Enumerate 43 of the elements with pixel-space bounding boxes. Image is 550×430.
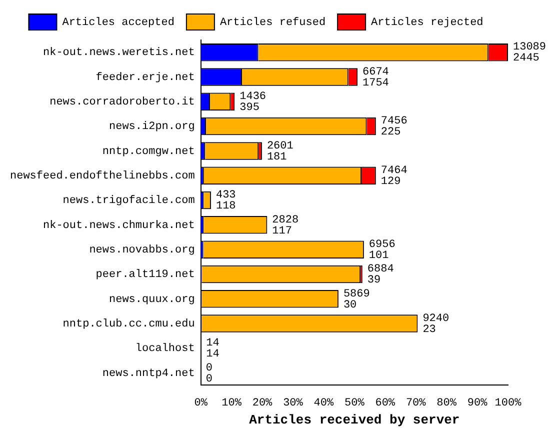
x-tick-label: 80% (436, 398, 457, 410)
annotation: 7456 225 (380, 116, 408, 139)
y-tick-label: news.nntp4.net (102, 368, 195, 380)
x-tick-label: 70% (406, 398, 426, 410)
x-axis-title: Articles received by server (249, 412, 460, 428)
annotation: 6884 39 (367, 264, 394, 287)
y-tick-label: peer.alt119.net (96, 269, 195, 282)
x-tick-label: 60% (375, 398, 396, 410)
y-tick-label: nk-out.news.chmurka.net (43, 220, 195, 232)
annotation: 433 118 (216, 190, 236, 213)
x-tick-label: 0% (194, 398, 208, 410)
y-tick-label: news.quux.org (109, 294, 195, 306)
legend-label: Articles accepted (62, 16, 174, 29)
annotation: 2601 181 (266, 140, 294, 164)
y-tick-label: news.trigofacile.com (62, 195, 196, 208)
x-tick-label: 100% (494, 398, 522, 410)
x-tick-label: 90% (467, 398, 488, 410)
y-tick-label: newsfeed.endofthelinebbs.com (10, 170, 196, 183)
annotation: 0 0 (206, 362, 212, 386)
legend-label: Articles refused (220, 16, 326, 29)
y-tick-label: feeder.erje.net (96, 72, 195, 84)
x-tick-label: 20% (252, 398, 273, 410)
annotation: 1436 395 (240, 91, 266, 114)
y-tick-label: news.corradoroberto.it (50, 96, 195, 109)
annotation: 5869 30 (343, 288, 370, 312)
y-tick-label: nntp.club.cc.cmu.edu (62, 318, 195, 330)
annotation: 7464 129 (380, 165, 408, 188)
annotation: 6674 1754 (362, 66, 390, 90)
y-tick-label: nntp.comgw.net (102, 146, 195, 158)
x-tick-label: 10% (222, 398, 242, 410)
y-tick-label: news.i2pn.org (109, 121, 195, 134)
annotation: 14 14 (206, 338, 220, 361)
x-tick-label: 40% (314, 398, 334, 410)
y-tick-label: nk-out.news.weretis.net (43, 47, 195, 60)
x-tick-label: 50% (344, 398, 365, 410)
legend-label: Articles rejected (371, 16, 484, 29)
y-tick-label: localhost (135, 343, 195, 356)
x-tick-label: 30% (283, 398, 304, 410)
annotation: 6956 101 (368, 238, 396, 262)
annotation: 2828 117 (272, 214, 299, 238)
y-tick-label: news.novabbs.org (89, 244, 195, 256)
annotation: 9240 23 (422, 312, 450, 336)
annotation: 13089 2445 (513, 42, 546, 65)
